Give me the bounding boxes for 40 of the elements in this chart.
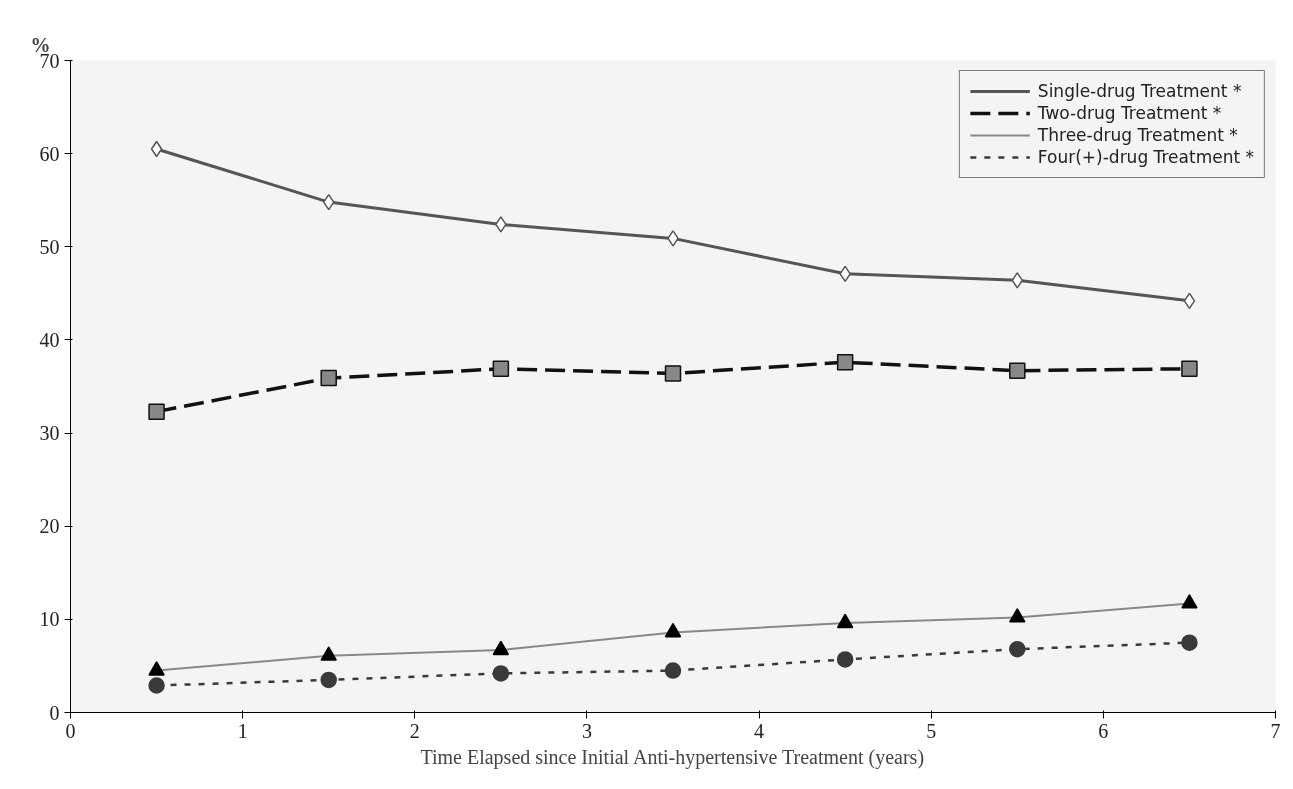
x-tick-label: 0 [65, 719, 76, 742]
point [664, 365, 682, 382]
x-tick-label: 7 [1270, 719, 1281, 742]
legend-label: Two-drug Treatment * [1037, 103, 1222, 123]
point [667, 230, 679, 247]
point [1011, 272, 1024, 289]
legend-label: Four(+)-drug Treatment * [1037, 147, 1254, 167]
x-tick-label: 4 [754, 719, 765, 742]
y-tick-label: 60 [39, 142, 60, 165]
point [1181, 360, 1198, 378]
point [148, 403, 165, 420]
x-tick-label: 3 [581, 719, 592, 742]
y-tick-label: 0 [49, 701, 60, 724]
point [664, 662, 682, 679]
point [836, 651, 854, 668]
x-tick-label: 1 [237, 719, 248, 742]
x-tick-label: 6 [1098, 719, 1109, 742]
point [495, 216, 507, 233]
x-tick-label: 2 [409, 719, 420, 742]
point [836, 354, 854, 371]
point [1183, 292, 1196, 310]
y-tick-label: 10 [39, 608, 60, 631]
point [492, 360, 510, 378]
legend-label: Three-drug Treatment * [1037, 125, 1238, 145]
point [148, 677, 165, 694]
point [320, 369, 337, 387]
point [320, 671, 337, 689]
point [150, 140, 163, 158]
y-tick-label: 50 [39, 235, 60, 258]
x-tick-label: 5 [926, 719, 937, 742]
point [1009, 362, 1026, 379]
point [492, 665, 510, 682]
point [322, 193, 335, 211]
y-tick-label: 20 [39, 515, 60, 538]
legend-label: Single-drug Treatment * [1037, 81, 1242, 101]
point [1181, 634, 1198, 651]
x-axis-title: Time Elapsed since Initial Anti-hypertensive Treatment (years) [420, 745, 925, 769]
point [1009, 640, 1026, 658]
y-tick-label: 30 [39, 422, 60, 445]
y-tick-label: 40 [39, 328, 60, 351]
